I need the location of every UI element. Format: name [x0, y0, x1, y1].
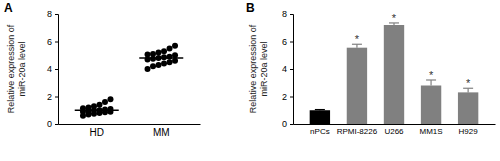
data-point: [107, 96, 113, 102]
data-point: [150, 51, 156, 57]
y-tick-mark: [55, 14, 58, 15]
y-tick: 2: [47, 92, 58, 102]
x-tick: H929: [459, 124, 479, 136]
y-axis-label: Relative expression ofmiR-20a level: [6, 24, 27, 113]
panel: B Relative expression ofmiR-20a level 0 2 4 6…: [246, 1, 496, 136]
bar: [347, 48, 367, 124]
data-point: [161, 61, 167, 67]
significance-mark: *: [392, 12, 397, 24]
y-tick-mark: [55, 124, 58, 125]
y-tick-label: 0: [282, 119, 287, 129]
x-tick: U266: [384, 124, 404, 136]
y-axis-line: [55, 15, 59, 125]
y-tick-mark: [290, 42, 293, 43]
data-point: [145, 52, 151, 58]
x-tick-label: nPCs: [310, 127, 330, 136]
bar: [458, 92, 478, 124]
y-tick-label: 4: [47, 64, 52, 74]
x-axis-line: [59, 124, 201, 125]
x-tick-label: HD: [90, 127, 104, 138]
plot-area: [75, 43, 184, 119]
y-tick: 0: [282, 119, 293, 129]
y-tick-label: 8: [47, 9, 52, 19]
data-point: [102, 99, 108, 105]
data-point: [156, 62, 162, 68]
y-tick-mark: [55, 97, 58, 98]
significance-mark: *: [355, 33, 360, 45]
data-point: [156, 50, 162, 56]
x-axis: HD MM: [59, 124, 201, 138]
y-tick-mark: [290, 97, 293, 98]
x-tick-label: RPMI-8226: [337, 127, 378, 136]
y-axis: 0 2 4 6 8: [282, 9, 294, 129]
bar: [384, 25, 404, 124]
x-tick: HD: [90, 124, 104, 138]
y-tick: 6: [47, 37, 58, 47]
panel: A Relative expression ofmiR-20a level 0 2 4 6…: [4, 1, 201, 138]
error-bar-cap: [315, 109, 325, 110]
y-tick-label: 4: [282, 64, 287, 74]
y-tick-mark: [55, 69, 58, 70]
y-tick: 2: [282, 92, 293, 102]
x-axis-line: [294, 124, 496, 125]
y-tick-label: 8: [282, 9, 287, 19]
data-point: [167, 59, 173, 65]
bar: [310, 110, 330, 124]
y-tick-label: 2: [47, 92, 52, 102]
error-bar: [315, 109, 325, 111]
data-point: [172, 43, 178, 49]
y-tick: 4: [282, 64, 293, 74]
y-tick-label: 6: [47, 37, 52, 47]
y-tick: 8: [282, 9, 293, 19]
y-tick-label: 0: [47, 119, 52, 129]
panel-label: B: [246, 1, 255, 15]
y-tick-mark: [290, 69, 293, 70]
y-axis-label: Relative expression ofmiR-20a level: [248, 24, 269, 113]
data-point: [91, 103, 97, 109]
x-tick-label: MM1S: [420, 127, 443, 136]
mean-line: [139, 57, 183, 59]
y-tick-mark: [290, 124, 293, 125]
y-tick: 0: [47, 119, 58, 129]
y-tick: 8: [47, 9, 58, 19]
x-tick: RPMI-8226: [337, 124, 378, 136]
mean-line: [75, 110, 119, 112]
data-point: [145, 66, 151, 72]
bar: [421, 86, 441, 125]
x-axis: nPCs RPMI-8226 U266 MM1S H929: [294, 124, 496, 136]
significance-mark: *: [429, 69, 434, 81]
figure: A Relative expression ofmiR-20a level 0 2 4 6…: [0, 0, 500, 161]
data-point: [150, 63, 156, 69]
y-tick-label: 2: [282, 92, 287, 102]
data-point: [161, 48, 167, 54]
x-tick-label: H929: [459, 127, 479, 136]
y-tick-mark: [290, 14, 293, 15]
x-tick: nPCs: [310, 124, 330, 136]
y-axis-line: [290, 15, 294, 125]
data-point: [96, 102, 102, 108]
data-point: [167, 45, 173, 51]
y-tick-mark: [55, 42, 58, 43]
x-tick: MM: [153, 124, 170, 138]
x-tick-label: MM: [153, 127, 170, 138]
significance-mark: *: [466, 77, 471, 89]
y-axis: 0 2 4 6 8: [47, 9, 59, 129]
panel-label: A: [4, 1, 13, 15]
x-tick: MM1S: [420, 124, 443, 136]
x-tick-label: U266: [384, 127, 404, 136]
y-tick: 6: [282, 37, 293, 47]
plot-area: [310, 23, 479, 124]
y-tick: 4: [47, 64, 58, 74]
y-tick-label: 6: [282, 37, 287, 47]
